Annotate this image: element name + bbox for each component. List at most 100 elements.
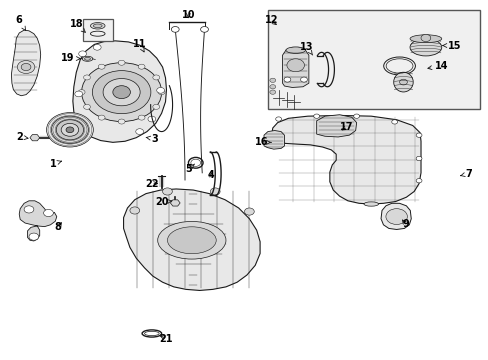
- Text: 8: 8: [55, 222, 61, 232]
- Circle shape: [200, 27, 208, 32]
- Circle shape: [83, 104, 90, 109]
- Circle shape: [148, 116, 156, 122]
- Circle shape: [244, 208, 254, 215]
- Ellipse shape: [167, 227, 216, 254]
- Circle shape: [158, 90, 164, 95]
- Text: 14: 14: [427, 61, 448, 71]
- Circle shape: [98, 115, 105, 120]
- Text: 3: 3: [146, 134, 157, 144]
- Text: 10: 10: [182, 10, 195, 20]
- Circle shape: [275, 117, 281, 121]
- Ellipse shape: [82, 56, 93, 61]
- Circle shape: [391, 120, 397, 124]
- Bar: [267, 10, 479, 109]
- Polygon shape: [123, 189, 260, 291]
- Text: 17: 17: [340, 122, 353, 132]
- Circle shape: [79, 51, 86, 57]
- Circle shape: [138, 115, 145, 120]
- Polygon shape: [282, 47, 308, 87]
- Ellipse shape: [93, 24, 102, 28]
- Circle shape: [103, 78, 140, 106]
- Circle shape: [415, 156, 421, 161]
- Text: 2: 2: [16, 132, 28, 142]
- Ellipse shape: [393, 72, 412, 92]
- Circle shape: [46, 113, 93, 147]
- Circle shape: [136, 129, 143, 134]
- Text: 7: 7: [460, 168, 471, 179]
- Text: 1: 1: [50, 159, 61, 169]
- Polygon shape: [264, 131, 284, 149]
- Circle shape: [420, 35, 430, 41]
- Circle shape: [29, 233, 39, 240]
- Polygon shape: [271, 116, 420, 204]
- Text: 9: 9: [401, 219, 408, 229]
- Circle shape: [98, 64, 105, 69]
- Circle shape: [118, 60, 125, 65]
- Text: 12: 12: [264, 15, 278, 26]
- Text: 19: 19: [61, 53, 80, 63]
- Circle shape: [130, 207, 140, 214]
- Ellipse shape: [363, 202, 378, 206]
- Circle shape: [313, 114, 319, 118]
- Circle shape: [17, 60, 35, 73]
- Circle shape: [113, 86, 130, 99]
- Circle shape: [153, 75, 160, 80]
- Circle shape: [24, 206, 34, 213]
- Text: 5: 5: [184, 164, 194, 174]
- Text: 6: 6: [16, 15, 25, 31]
- Circle shape: [210, 188, 220, 195]
- Polygon shape: [316, 115, 356, 137]
- Ellipse shape: [90, 23, 105, 29]
- Circle shape: [171, 27, 179, 32]
- Circle shape: [43, 210, 53, 217]
- Ellipse shape: [409, 39, 441, 56]
- Polygon shape: [380, 203, 410, 229]
- Polygon shape: [30, 135, 40, 141]
- Polygon shape: [170, 200, 180, 206]
- Circle shape: [415, 133, 421, 137]
- Text: 18: 18: [69, 19, 85, 32]
- Polygon shape: [19, 201, 57, 241]
- Circle shape: [157, 87, 164, 93]
- Text: 13: 13: [300, 42, 313, 55]
- Text: 21: 21: [160, 333, 173, 343]
- Ellipse shape: [84, 57, 90, 60]
- Circle shape: [75, 91, 82, 97]
- Text: 15: 15: [442, 41, 461, 50]
- Circle shape: [56, 120, 83, 140]
- Ellipse shape: [285, 47, 305, 53]
- Circle shape: [284, 77, 290, 82]
- Circle shape: [269, 85, 275, 89]
- Circle shape: [92, 71, 151, 114]
- Circle shape: [353, 114, 359, 118]
- Circle shape: [153, 104, 160, 109]
- Circle shape: [66, 127, 74, 133]
- Circle shape: [61, 123, 79, 136]
- Circle shape: [83, 75, 90, 80]
- Circle shape: [300, 77, 307, 82]
- Text: 4: 4: [207, 170, 214, 180]
- Text: 20: 20: [155, 197, 171, 207]
- Circle shape: [51, 116, 88, 143]
- Circle shape: [399, 79, 407, 85]
- Text: 16: 16: [254, 138, 270, 147]
- Circle shape: [118, 119, 125, 124]
- Polygon shape: [73, 41, 166, 142]
- Circle shape: [415, 179, 421, 183]
- Circle shape: [162, 188, 172, 195]
- Circle shape: [269, 78, 275, 82]
- Circle shape: [93, 44, 101, 50]
- Text: 22: 22: [145, 179, 158, 189]
- Circle shape: [269, 90, 275, 94]
- Circle shape: [82, 123, 90, 129]
- Ellipse shape: [409, 35, 441, 42]
- Circle shape: [21, 63, 31, 71]
- Polygon shape: [11, 30, 41, 96]
- Bar: [82, 19, 113, 41]
- Ellipse shape: [158, 221, 225, 259]
- Circle shape: [286, 59, 304, 72]
- Circle shape: [81, 63, 161, 122]
- Circle shape: [385, 209, 407, 225]
- Circle shape: [138, 64, 145, 69]
- Circle shape: [78, 90, 85, 95]
